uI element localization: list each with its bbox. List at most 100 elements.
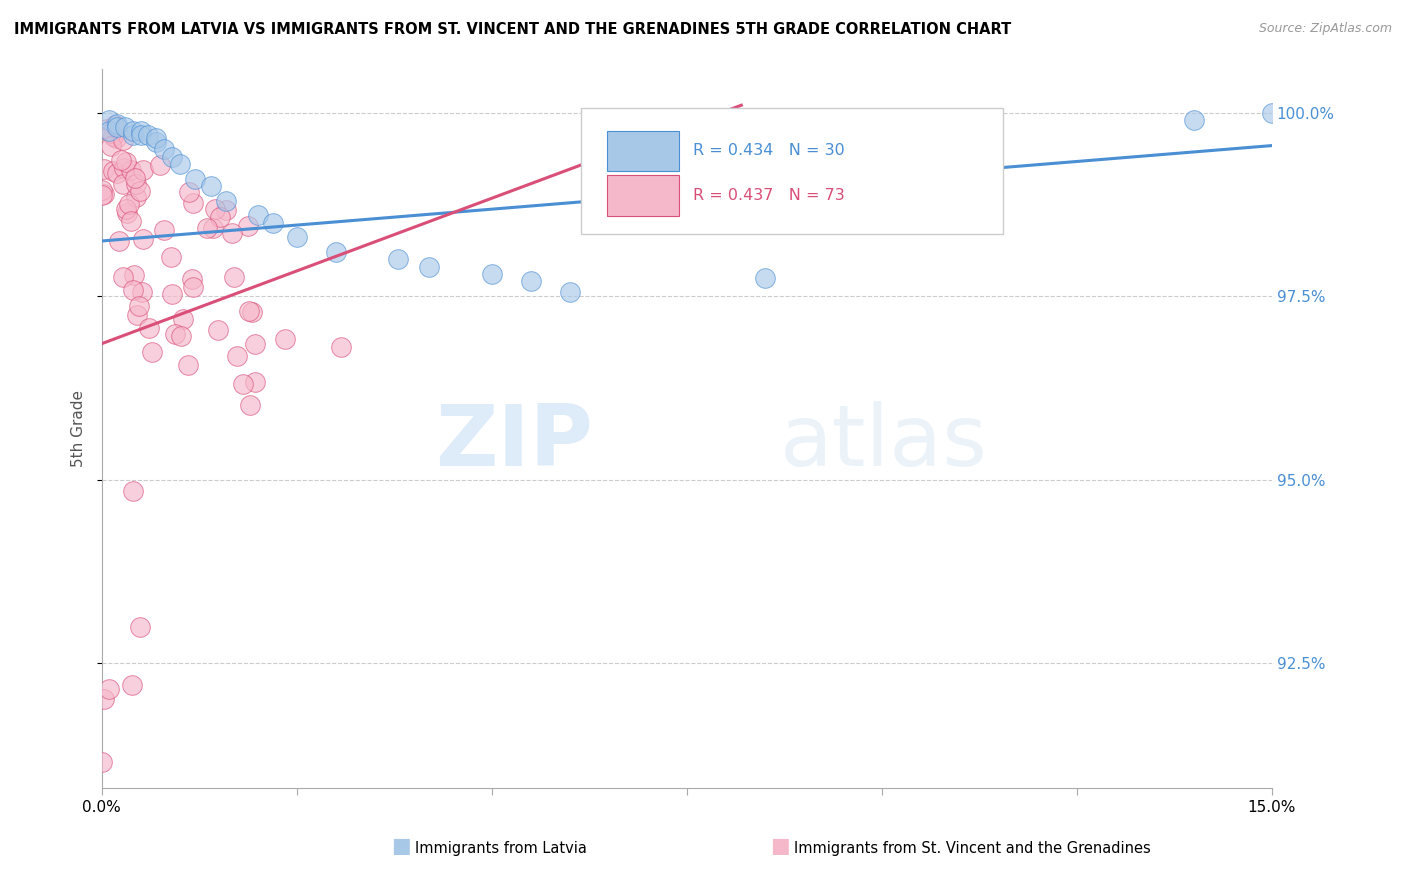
Point — [122, 268, 145, 282]
Point — [224, 270, 246, 285]
Point — [91, 183, 114, 197]
Point — [122, 284, 145, 298]
Point — [90, 188, 112, 202]
Point — [90, 756, 112, 770]
Point — [165, 326, 187, 341]
Point — [159, 251, 181, 265]
Point — [1261, 105, 1284, 120]
Point — [243, 375, 266, 389]
Point — [129, 185, 152, 199]
Point — [558, 285, 581, 300]
Point — [145, 131, 167, 145]
Point — [121, 124, 143, 138]
Point — [138, 321, 160, 335]
Text: Immigrants from St. Vincent and the Grenadines: Immigrants from St. Vincent and the Gren… — [794, 841, 1152, 856]
Point — [246, 208, 269, 222]
Point — [141, 345, 163, 359]
Point — [100, 138, 122, 153]
Point — [105, 166, 128, 180]
Point — [129, 620, 152, 634]
Point — [138, 128, 160, 142]
Point — [274, 332, 297, 346]
Text: Immigrants from Latvia: Immigrants from Latvia — [415, 841, 586, 856]
Point — [115, 202, 138, 216]
Point — [107, 234, 129, 248]
Point — [124, 177, 146, 191]
Point — [111, 177, 134, 191]
Point — [105, 120, 128, 135]
Point — [215, 194, 238, 208]
Point — [172, 312, 194, 326]
Point — [115, 155, 138, 169]
Point — [236, 219, 259, 233]
Point — [207, 322, 229, 336]
Text: ZIP: ZIP — [436, 401, 593, 484]
Point — [110, 153, 132, 168]
Point — [98, 112, 121, 127]
Point — [184, 171, 207, 186]
Point — [204, 202, 226, 216]
Point — [104, 118, 127, 132]
Point — [238, 304, 260, 318]
Point — [195, 220, 218, 235]
Point — [149, 158, 172, 172]
Text: R = 0.434   N = 30: R = 0.434 N = 30 — [693, 144, 845, 159]
Point — [100, 126, 122, 140]
Point — [98, 124, 121, 138]
Point — [245, 337, 267, 351]
Point — [121, 128, 143, 142]
Text: ■: ■ — [391, 837, 411, 856]
Point — [145, 135, 167, 149]
Point — [181, 196, 204, 211]
Point — [181, 280, 204, 294]
Point — [481, 267, 503, 281]
Text: Source: ZipAtlas.com: Source: ZipAtlas.com — [1258, 22, 1392, 36]
Point — [111, 133, 134, 147]
Point — [120, 163, 142, 178]
Point — [93, 162, 115, 177]
Point — [418, 260, 440, 274]
Point — [114, 120, 136, 135]
Point — [153, 142, 176, 156]
Text: IMMIGRANTS FROM LATVIA VS IMMIGRANTS FROM ST. VINCENT AND THE GRENADINES 5TH GRA: IMMIGRANTS FROM LATVIA VS IMMIGRANTS FRO… — [14, 22, 1011, 37]
Point — [200, 178, 222, 193]
FancyBboxPatch shape — [581, 108, 1002, 234]
Point — [98, 682, 121, 697]
Point — [330, 340, 353, 354]
Point — [128, 299, 150, 313]
Point — [169, 157, 191, 171]
Point — [160, 150, 183, 164]
Point — [112, 270, 135, 285]
Point — [240, 305, 263, 319]
Point — [201, 221, 224, 235]
Point — [101, 129, 124, 144]
Text: atlas: atlas — [780, 401, 988, 484]
Point — [285, 230, 308, 244]
Point — [93, 187, 115, 202]
Point — [262, 216, 284, 230]
Point — [129, 124, 152, 138]
Point — [160, 286, 183, 301]
Point — [181, 272, 204, 286]
Point — [117, 197, 139, 211]
Point — [179, 186, 201, 200]
Point — [125, 190, 148, 204]
Point — [115, 206, 138, 220]
Point — [387, 252, 409, 267]
Point — [112, 161, 135, 175]
Text: R = 0.437   N = 73: R = 0.437 N = 73 — [693, 188, 845, 203]
Point — [129, 128, 152, 142]
Point — [96, 121, 118, 136]
Y-axis label: 5th Grade: 5th Grade — [72, 390, 86, 467]
Point — [131, 285, 153, 299]
Point — [124, 170, 146, 185]
Point — [754, 270, 776, 285]
Point — [1182, 112, 1205, 127]
Point — [93, 692, 115, 706]
Point — [120, 213, 142, 227]
Point — [325, 245, 347, 260]
Point — [121, 678, 143, 692]
Point — [208, 210, 231, 224]
Point — [105, 117, 128, 131]
Point — [125, 308, 148, 322]
